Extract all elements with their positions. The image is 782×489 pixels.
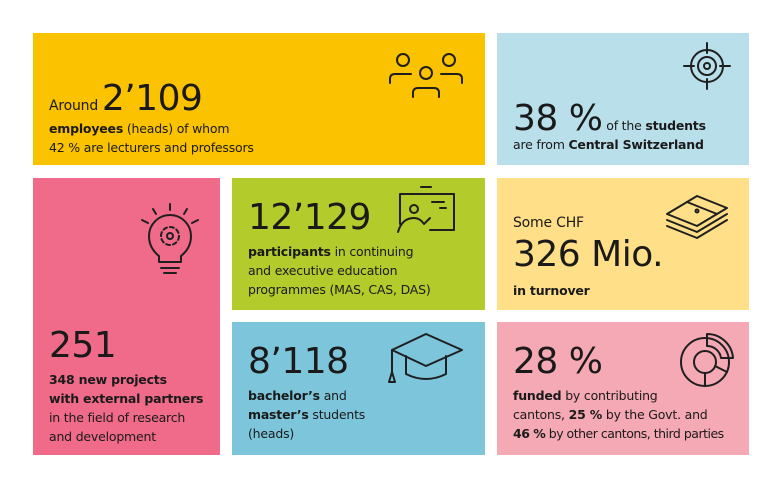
funding-line2: by the Govt. and — [602, 407, 708, 422]
funding-bold3: 46 % — [513, 426, 546, 441]
participants-line2: and executive education — [248, 263, 398, 278]
target-icon — [682, 41, 732, 95]
funding-bold1: funded — [513, 388, 562, 403]
turnover-tile: Some CHF 326 Mio. in turnover — [497, 178, 749, 310]
projects-tile: 251 348 new projects with external partn… — [33, 178, 220, 455]
bachelor-line3: (heads) — [248, 426, 295, 441]
funding-bold2: 25 % — [568, 407, 603, 422]
bachelor-line1: and — [319, 388, 347, 403]
employees-line1: (heads) of whom — [123, 121, 230, 136]
funding-line3: by other cantons, third parties — [545, 426, 724, 441]
funding-tile: 28 % funded by contributing cantons, 25 … — [497, 322, 749, 455]
funding-line2-pre: cantons, — [513, 407, 569, 422]
lightbulb-gear-icon — [137, 200, 203, 284]
bachelor-bold1: bachelor’s — [248, 388, 320, 403]
turnover-bold: in turnover — [513, 283, 590, 298]
funding-line1: by contributing — [561, 388, 658, 403]
employees-line2: 42 % are lecturers and professors — [49, 140, 254, 155]
students-region-line2-bold: Central Switzerland — [568, 137, 704, 152]
bachelor-tile: 8’118 bachelor’s and master’s students (… — [232, 322, 485, 455]
participants-value: 12’129 — [248, 197, 371, 238]
employees-tile: Around 2’109 employees (heads) of whom 4… — [33, 33, 485, 165]
projects-line4: and development — [49, 429, 156, 444]
participants-line1: in continuing — [330, 244, 414, 259]
funding-value: 28 % — [513, 341, 603, 382]
donut-chart-icon — [677, 330, 737, 392]
bachelor-value: 8’118 — [248, 341, 349, 382]
projects-value: 251 — [49, 325, 117, 366]
employees-value: 2’109 — [101, 78, 203, 119]
students-region-line2: are from — [513, 137, 569, 152]
participants-line3: programmes (MAS, CAS, DAS) — [248, 282, 431, 297]
students-region-inline-pre: of the — [602, 118, 646, 133]
money-stack-icon — [665, 190, 731, 246]
turnover-value: 326 Mio. — [513, 234, 664, 275]
participants-bold: participants — [248, 244, 331, 259]
projects-bold2: with external partners — [49, 391, 204, 406]
people-group-icon — [388, 51, 464, 107]
students-region-inline-bold: students — [645, 118, 706, 133]
turnover-prefix: Some CHF — [513, 215, 584, 231]
students-region-tile: 38 % of the students are from Central Sw… — [497, 33, 749, 165]
projects-bold1: 348 new projects — [49, 372, 167, 387]
bachelor-bold2: master’s — [248, 407, 309, 422]
students-region-value: 38 % — [513, 98, 603, 139]
employees-prefix: Around — [49, 98, 99, 114]
projects-line3: in the field of research — [49, 410, 186, 425]
bachelor-line2: students — [308, 407, 366, 422]
graduation-cap-icon — [388, 330, 464, 390]
employees-bold: employees — [49, 121, 124, 136]
presentation-board-icon — [396, 184, 458, 238]
participants-tile: 12’129 participants in continuing and ex… — [232, 178, 485, 310]
